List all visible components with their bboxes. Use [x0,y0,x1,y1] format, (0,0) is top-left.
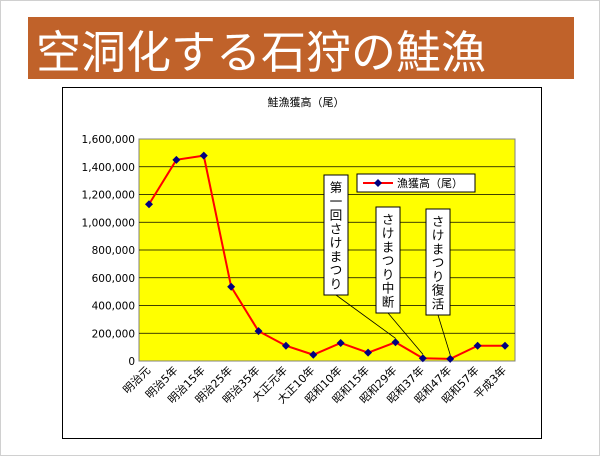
annotation-leaders [335,294,451,356]
data-point [254,327,263,336]
annotation-leader [335,294,396,339]
annotation-char: 断 [382,294,395,309]
y-tick-label: 1,200,000 [82,190,135,202]
y-tick-label: 800,000 [92,245,135,257]
annotation-char: り [330,276,343,291]
series-line [148,154,505,360]
data-point [501,341,509,350]
data-point [227,282,236,291]
annotation-char: さ [382,212,395,227]
legend-box [356,173,476,193]
data-point [418,354,427,363]
annotation-char: つ [330,263,343,278]
annotation-char: け [382,226,395,241]
annotation-leader [437,314,451,356]
annotation-char: つ [382,253,395,268]
annotation-char: さ [432,214,445,229]
annotation-char: 復 [432,283,445,298]
data-point [199,151,208,160]
annotation-char: り [432,269,445,284]
data-point [446,354,455,363]
annotation-char: 活 [432,296,445,311]
data-point [391,338,400,347]
legend: 漁獲高（尾） [356,173,476,193]
slide-title: 空洞化する石狩の鮭漁 [36,25,487,79]
annotation-char: ま [330,249,343,264]
y-tick-label: 1,600,000 [82,134,135,146]
annotation-char: け [432,228,445,243]
y-tick-label: 0 [128,356,135,368]
y-tick-label: 200,000 [92,328,135,340]
title-bar: 空洞化する石狩の鮭漁 [28,17,574,79]
annotation-char: 第 [330,180,343,195]
annotation-char: ま [432,241,445,256]
data-point [473,341,482,350]
y-tick-label: 600,000 [92,273,135,285]
legend-marker [374,179,382,187]
annotation-box [375,206,401,314]
annotation-char: さ [330,221,343,236]
chart-svg: 鮭漁獲高（尾） 0 200,000 400,000 600,000 800,000 1,0… [82,95,516,406]
y-tick-labels: 0 200,000 400,000 600,000 800,000 1,000,000 1,… [82,134,135,368]
y-tick-label: 400,000 [92,301,135,313]
chart-title: 鮭漁獲高（尾） [268,95,345,109]
annotation-box [323,174,349,296]
data-point [336,338,345,347]
legend-label: 漁獲高（尾） [397,176,463,190]
annotation-char: ま [382,239,395,254]
y-tick-label: 1,400,000 [82,162,135,174]
annotation-leader [387,312,424,355]
annotation-char: 一 [330,194,343,209]
series-layer [145,151,509,363]
annotation-char: け [330,235,343,250]
chart-frame: 鮭漁獲高（尾） 0 200,000 400,000 600,000 800,000 1,0… [62,87,542,439]
x-tick-labels: 明治元明治5年明治15年明治25年明治35年大正元年大正10年昭和10年昭和15… [120,363,509,406]
annotation-char: り [382,267,395,282]
annotation-char: 中 [382,281,395,296]
data-point [281,341,290,350]
data-point [145,200,153,209]
annotation-char: 回 [330,208,343,223]
data-point [172,155,181,164]
data-point [364,348,373,357]
data-point [309,350,318,359]
annotation-char: つ [432,255,445,270]
y-tick-label: 1,000,000 [82,217,135,229]
annotation-box [425,208,451,316]
